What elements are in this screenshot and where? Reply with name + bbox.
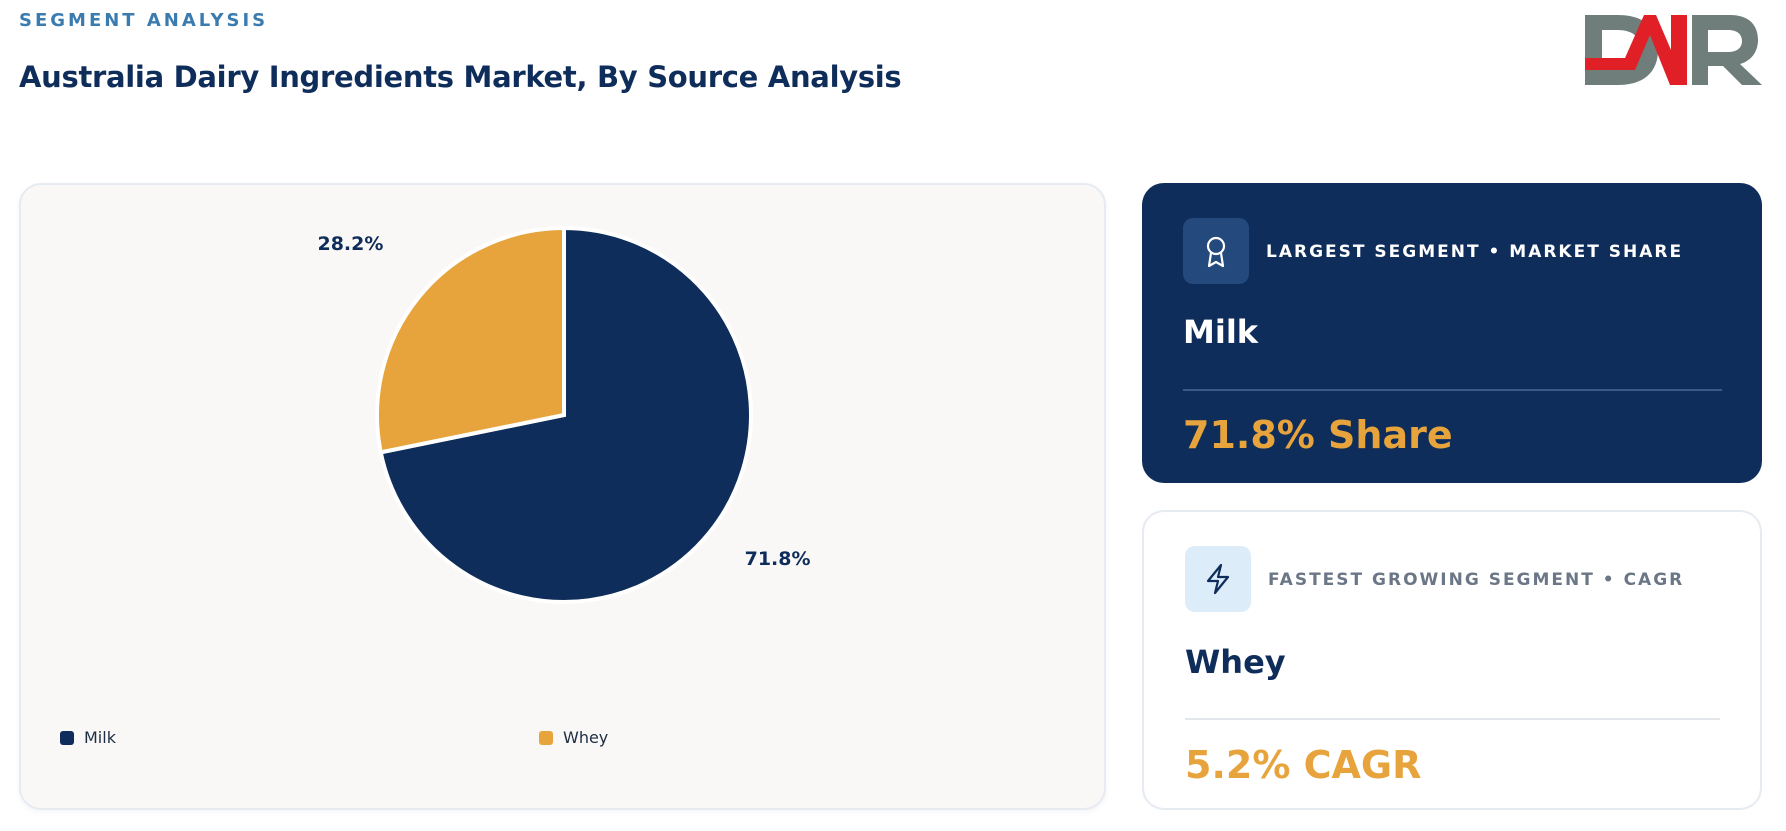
pie-label-whey: 28.2% bbox=[317, 233, 383, 255]
legend-label-milk: Milk bbox=[84, 728, 116, 747]
page-title: Australia Dairy Ingredients Market, By S… bbox=[19, 60, 902, 94]
pie-slice-whey[interactable] bbox=[375, 225, 566, 455]
chart-card: 71.8% 28.2% Milk Whey bbox=[19, 183, 1106, 810]
legend-swatch-milk bbox=[60, 730, 74, 745]
legend-label-whey: Whey bbox=[563, 728, 609, 747]
dmr-logo bbox=[1585, 15, 1762, 85]
legend-item-milk[interactable]: Milk bbox=[60, 728, 116, 747]
fastest-growing-value: 5.2% CAGR bbox=[1185, 743, 1422, 787]
lightning-icon bbox=[1185, 546, 1251, 612]
fastest-growing-label: FASTEST GROWING SEGMENT • CAGR bbox=[1268, 570, 1685, 590]
fastest-growing-name: Whey bbox=[1185, 643, 1286, 681]
award-icon bbox=[1183, 218, 1249, 284]
legend-item-whey[interactable]: Whey bbox=[539, 728, 608, 747]
card-divider bbox=[1185, 718, 1720, 720]
largest-segment-card: LARGEST SEGMENT • MARKET SHARE Milk 71.8… bbox=[1142, 183, 1762, 483]
legend-swatch-whey bbox=[539, 730, 553, 745]
pie-label-milk: 71.8% bbox=[745, 548, 811, 570]
largest-segment-value: 71.8% Share bbox=[1183, 413, 1453, 457]
section-eyebrow: SEGMENT ANALYSIS bbox=[19, 10, 269, 31]
largest-segment-label: LARGEST SEGMENT • MARKET SHARE bbox=[1266, 242, 1684, 262]
card-divider bbox=[1183, 389, 1722, 391]
fastest-growing-card: FASTEST GROWING SEGMENT • CAGR Whey 5.2%… bbox=[1142, 510, 1762, 810]
largest-segment-name: Milk bbox=[1183, 313, 1259, 351]
pie-chart: 71.8% 28.2% bbox=[317, 225, 811, 604]
